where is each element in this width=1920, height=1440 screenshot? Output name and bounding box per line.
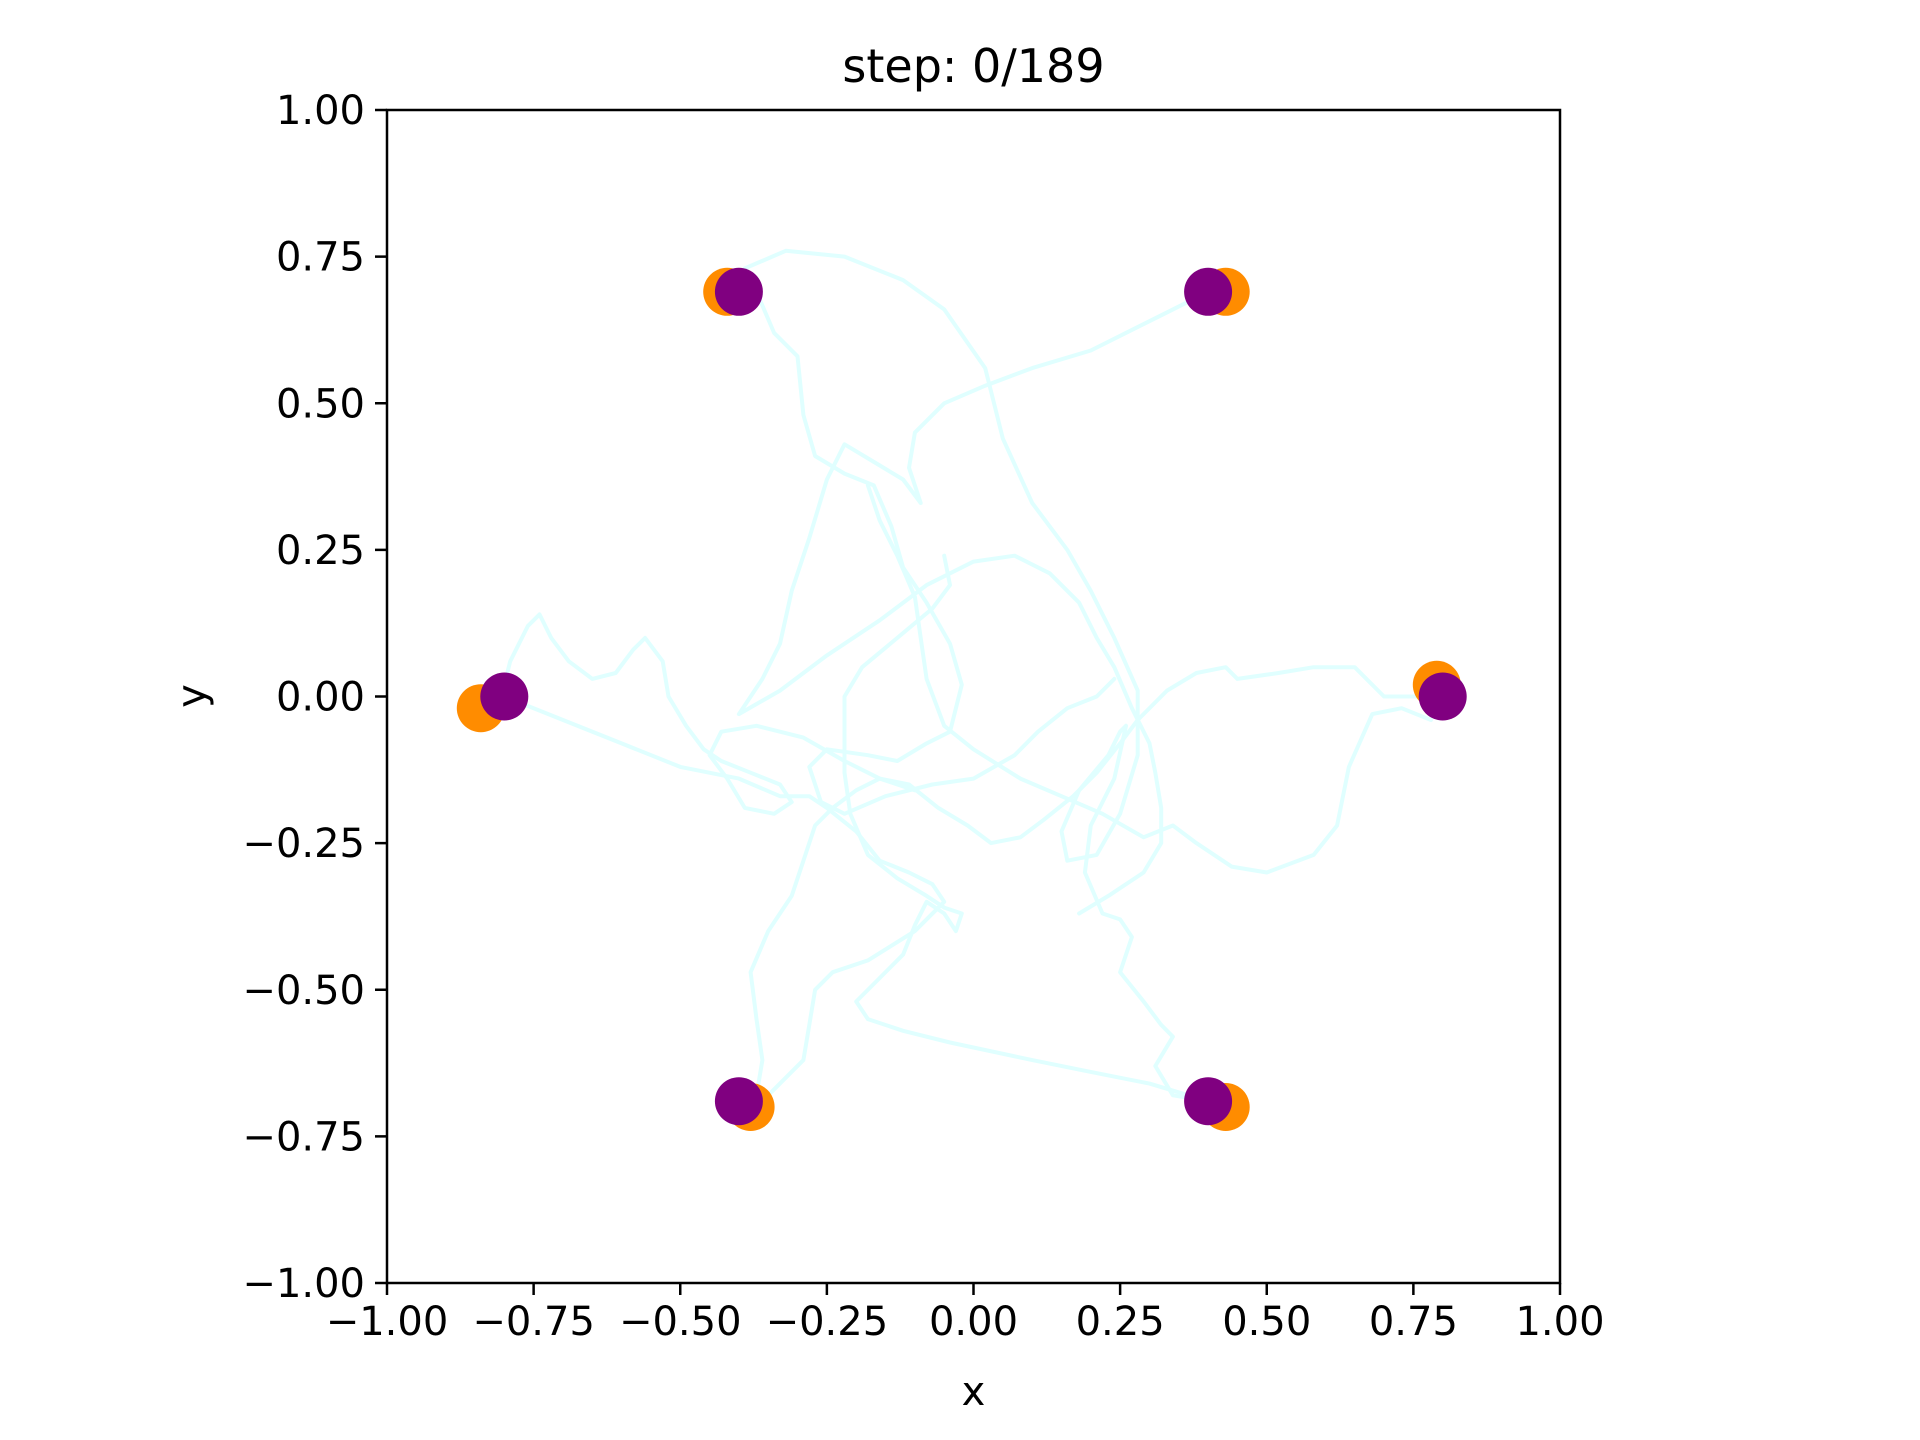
x-tick-label: 0.00	[929, 1299, 1018, 1345]
x-tick-label: −0.75	[472, 1299, 595, 1345]
x-tick-label: 0.75	[1369, 1299, 1458, 1345]
current-point-1	[714, 267, 763, 316]
y-tick-label: −1.00	[242, 1261, 365, 1307]
trail-line-6	[842, 553, 1211, 1104]
x-tick-label: −0.50	[619, 1299, 742, 1345]
trail-line-1	[742, 248, 1211, 1104]
y-tick-label: 0.50	[276, 381, 365, 427]
trail-line-4	[748, 665, 1445, 1098]
y-axis-label: y	[169, 684, 215, 708]
y-tick-label: 0.75	[276, 235, 365, 281]
x-tick-label: 1.00	[1515, 1299, 1604, 1345]
x-axis-label: x	[962, 1369, 986, 1415]
x-tick-label: 0.50	[1222, 1299, 1311, 1345]
y-tick-label: −0.75	[242, 1114, 365, 1160]
chart-title: step: 0/189	[842, 39, 1104, 93]
trail-line-5	[865, 483, 1433, 875]
y-tick-label: −0.25	[242, 821, 365, 867]
current-point-3	[1418, 672, 1467, 721]
current-point-6	[480, 672, 529, 721]
y-tick-label: 0.25	[276, 528, 365, 574]
y-tick-label: 0.00	[276, 675, 365, 721]
x-tick-label: 0.25	[1076, 1299, 1165, 1345]
x-tick-label: −1.00	[326, 1299, 449, 1345]
trail-line-2	[754, 289, 1117, 816]
current-point-4	[1184, 1077, 1233, 1126]
current-point-2	[1184, 267, 1233, 316]
y-axis-ticks: 1.00 0.75 0.50 0.25 0.00 −0.25 −0.50 −0.75 −1.00	[242, 88, 387, 1307]
trail-line-3	[736, 289, 1211, 916]
x-tick-label: −0.25	[766, 1299, 889, 1345]
y-tick-label: −0.50	[242, 968, 365, 1014]
trail-line-8	[502, 612, 917, 816]
current-markers	[480, 267, 1467, 1126]
plot-background	[387, 110, 1560, 1283]
x-axis-ticks: −1.00 −0.75 −0.50 −0.25 0.00 0.25 0.50 0.75 1.00	[326, 1283, 1605, 1345]
y-tick-label: 1.00	[276, 88, 365, 134]
trail-line-7	[502, 694, 947, 1104]
current-point-5	[714, 1077, 763, 1126]
trail-lines	[502, 248, 1445, 1104]
